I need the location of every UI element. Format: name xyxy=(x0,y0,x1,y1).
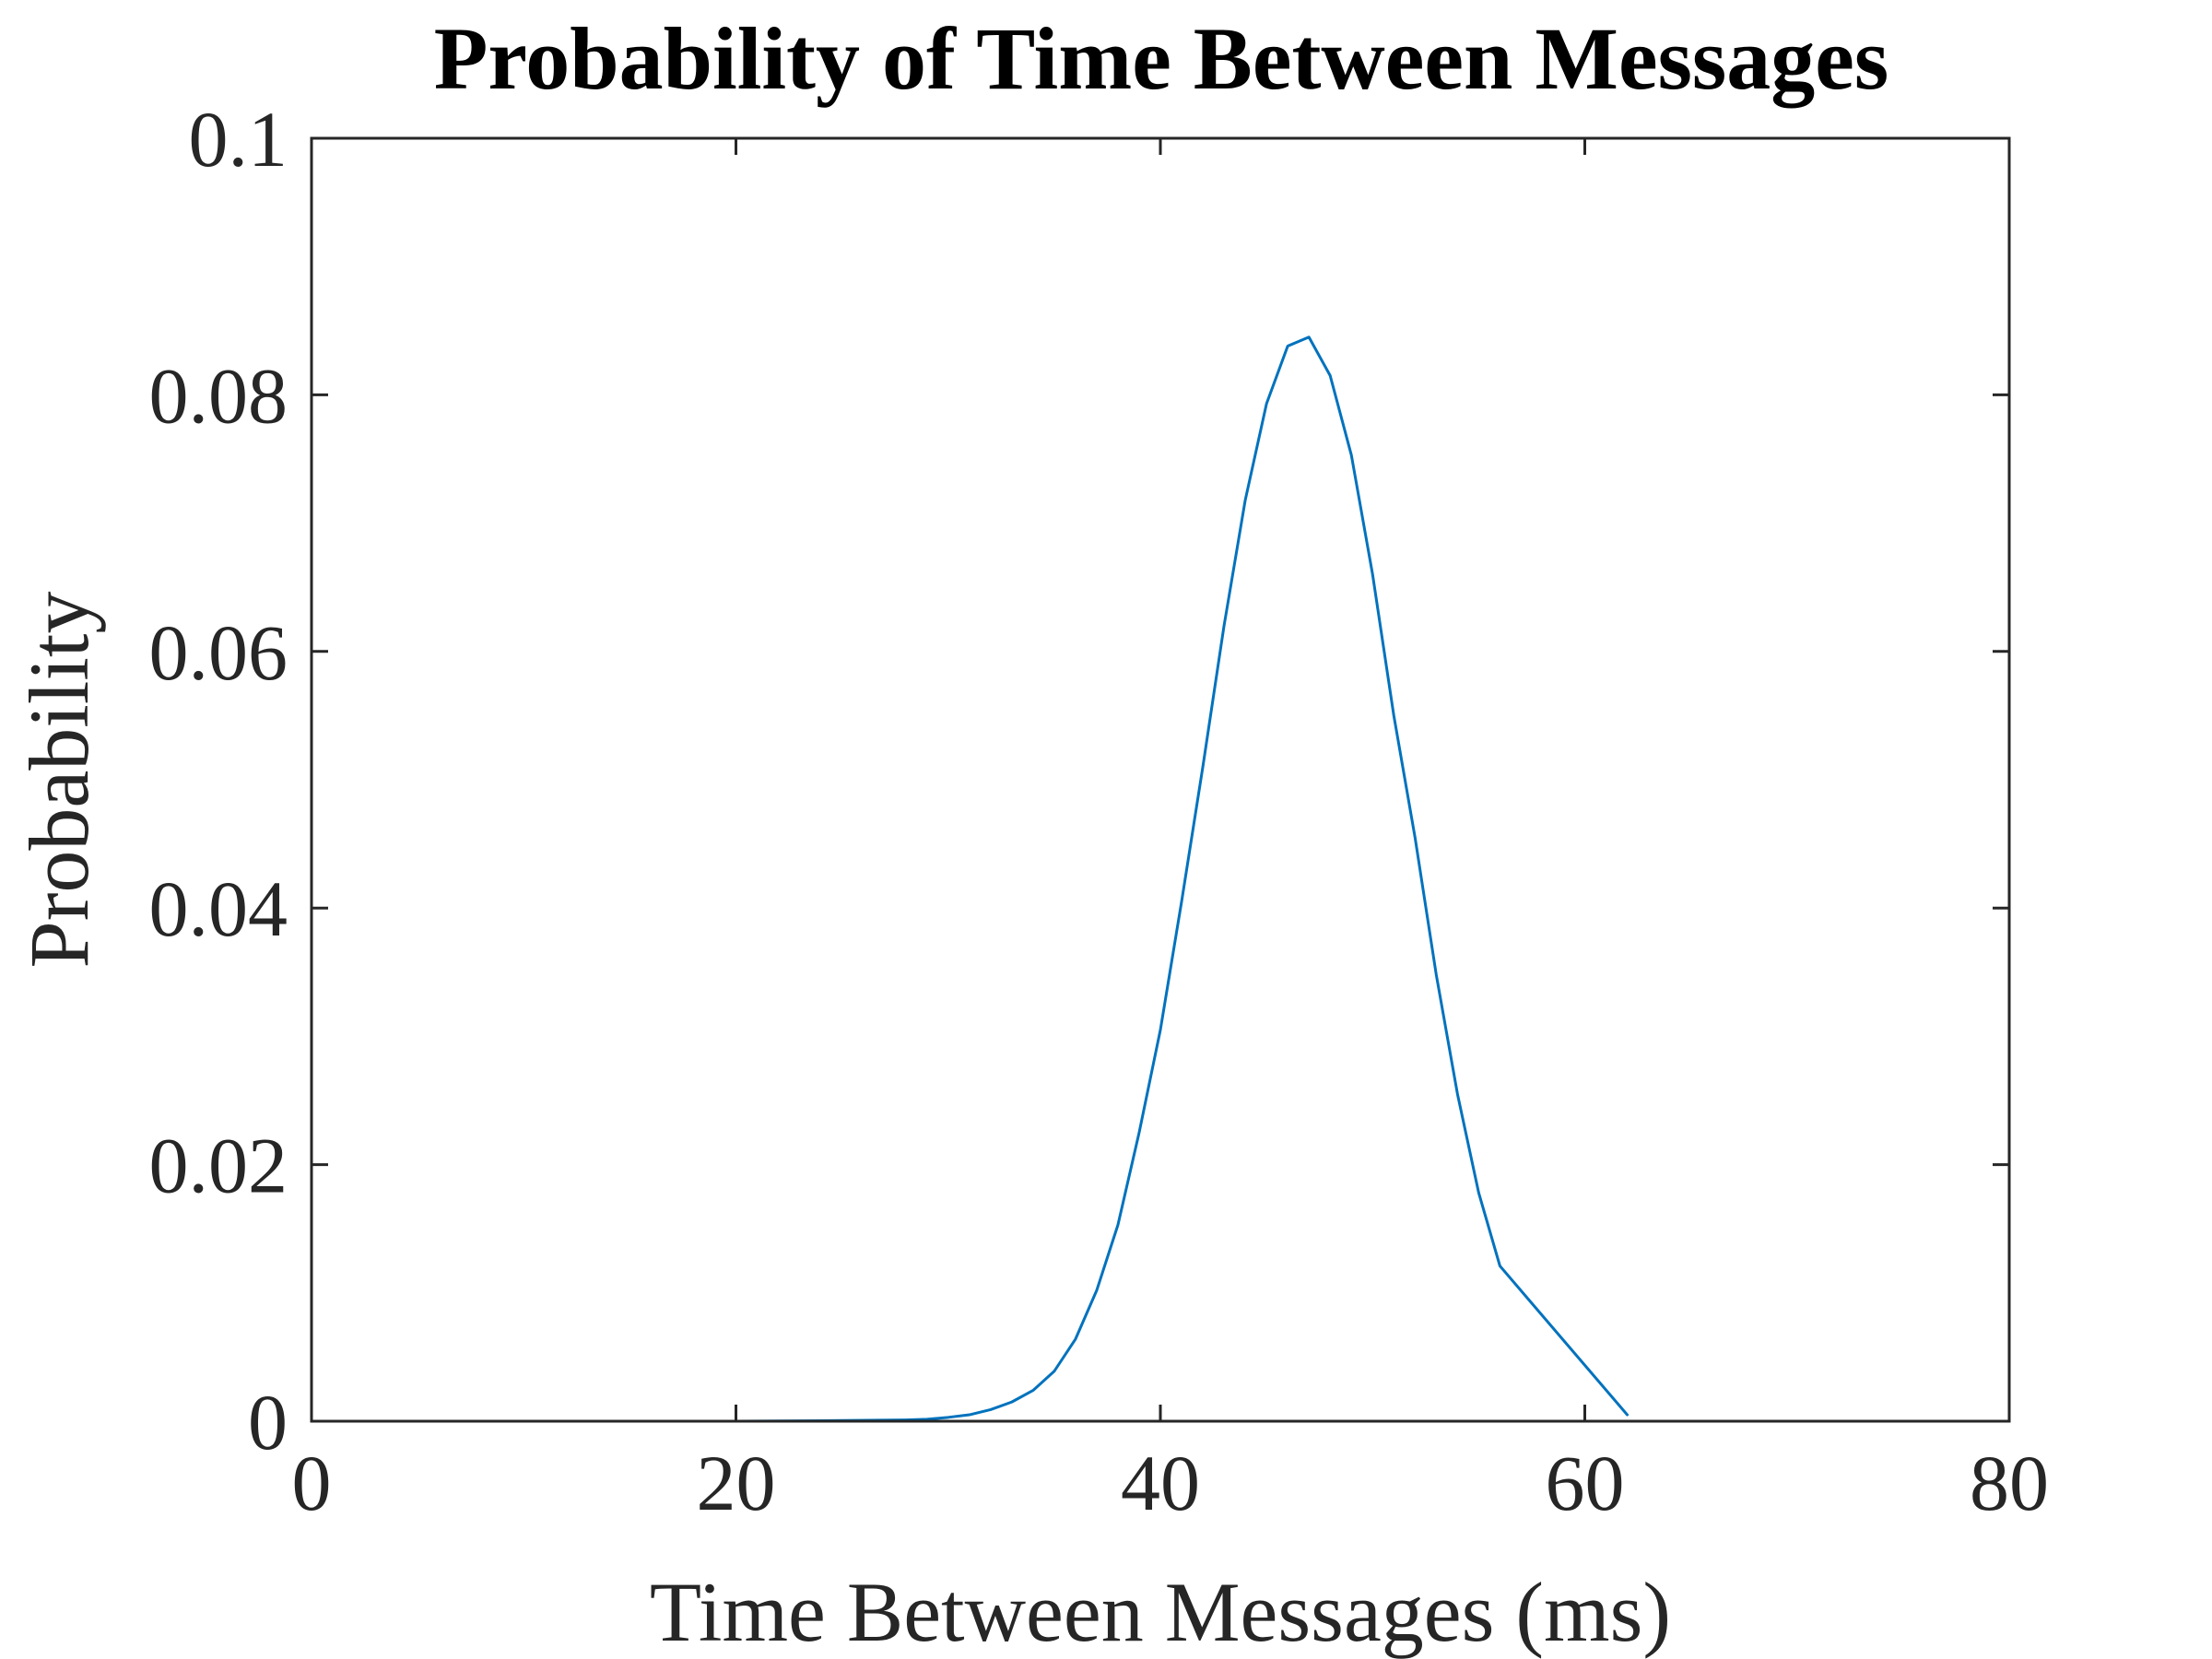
chart-title: Probability of Time Between Messages xyxy=(434,9,1889,108)
y-tick-label: 0.02 xyxy=(149,1122,288,1210)
x-tick-label: 0 xyxy=(292,1439,332,1527)
axes-box xyxy=(310,136,2011,1423)
y-tick-label: 0.1 xyxy=(189,95,288,183)
x-tick-label: 20 xyxy=(697,1439,776,1527)
x-tick-label: 40 xyxy=(1121,1439,1200,1527)
series-line-1 xyxy=(310,335,1630,1423)
y-tick-label: 0.06 xyxy=(149,608,288,697)
y-axis: 0 0.02 0.04 0.06 0.08 0.1 xyxy=(149,95,2009,1466)
x-tick-label: 80 xyxy=(1970,1439,2049,1527)
x-axis: 0 20 40 60 80 xyxy=(292,138,2049,1527)
x-axis-label: Time Between Messages (ms) xyxy=(650,1565,1671,1659)
y-tick-label: 0.08 xyxy=(149,351,288,440)
y-tick-label: 0 xyxy=(248,1378,288,1466)
plot-area xyxy=(310,335,1630,1423)
x-tick-label: 60 xyxy=(1546,1439,1625,1527)
y-axis-label: Probability xyxy=(12,592,106,969)
y-tick-label: 0.04 xyxy=(149,865,288,953)
